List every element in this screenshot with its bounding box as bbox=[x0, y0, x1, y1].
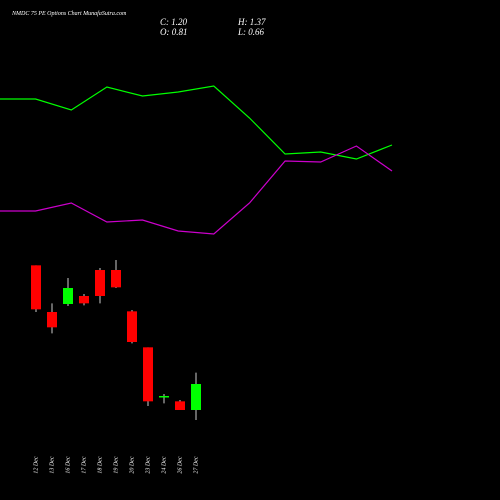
x-tick-label: 20 Dec bbox=[129, 456, 135, 473]
info-high: H: 1.37 bbox=[237, 17, 266, 27]
indicator-line bbox=[0, 145, 393, 235]
x-tick-label: 27 Dec bbox=[193, 456, 199, 473]
info-close: C: 1.20 bbox=[160, 17, 188, 27]
x-tick-label: 18 Dec bbox=[97, 456, 103, 473]
candle-body bbox=[95, 270, 105, 296]
x-tick-label: 16 Dec bbox=[65, 456, 71, 473]
x-tick-label: 26 Dec bbox=[177, 456, 183, 473]
x-tick-label: 12 Dec bbox=[33, 456, 39, 473]
info-open: O: 0.81 bbox=[160, 27, 188, 37]
candle-body bbox=[143, 347, 153, 402]
candle-body bbox=[63, 288, 73, 304]
candle-body bbox=[31, 265, 41, 310]
candle-body bbox=[175, 401, 185, 410]
x-tick-label: 23 Dec bbox=[145, 456, 151, 473]
candle-body bbox=[159, 396, 169, 398]
candle-body bbox=[111, 270, 121, 288]
candle-body bbox=[191, 384, 201, 410]
x-tick-label: 19 Dec bbox=[113, 456, 119, 473]
chart-title: NMDC 75 PE Options Chart MunafaSutra.com bbox=[11, 10, 127, 17]
candle-body bbox=[79, 296, 89, 304]
indicator-line bbox=[0, 85, 393, 160]
x-tick-label: 17 Dec bbox=[81, 456, 87, 473]
candle-body bbox=[47, 312, 57, 328]
info-low: L: 0.66 bbox=[237, 27, 265, 37]
x-tick-label: 13 Dec bbox=[49, 456, 55, 473]
candle-body bbox=[127, 311, 137, 342]
x-tick-label: 24 Dec bbox=[160, 456, 167, 473]
